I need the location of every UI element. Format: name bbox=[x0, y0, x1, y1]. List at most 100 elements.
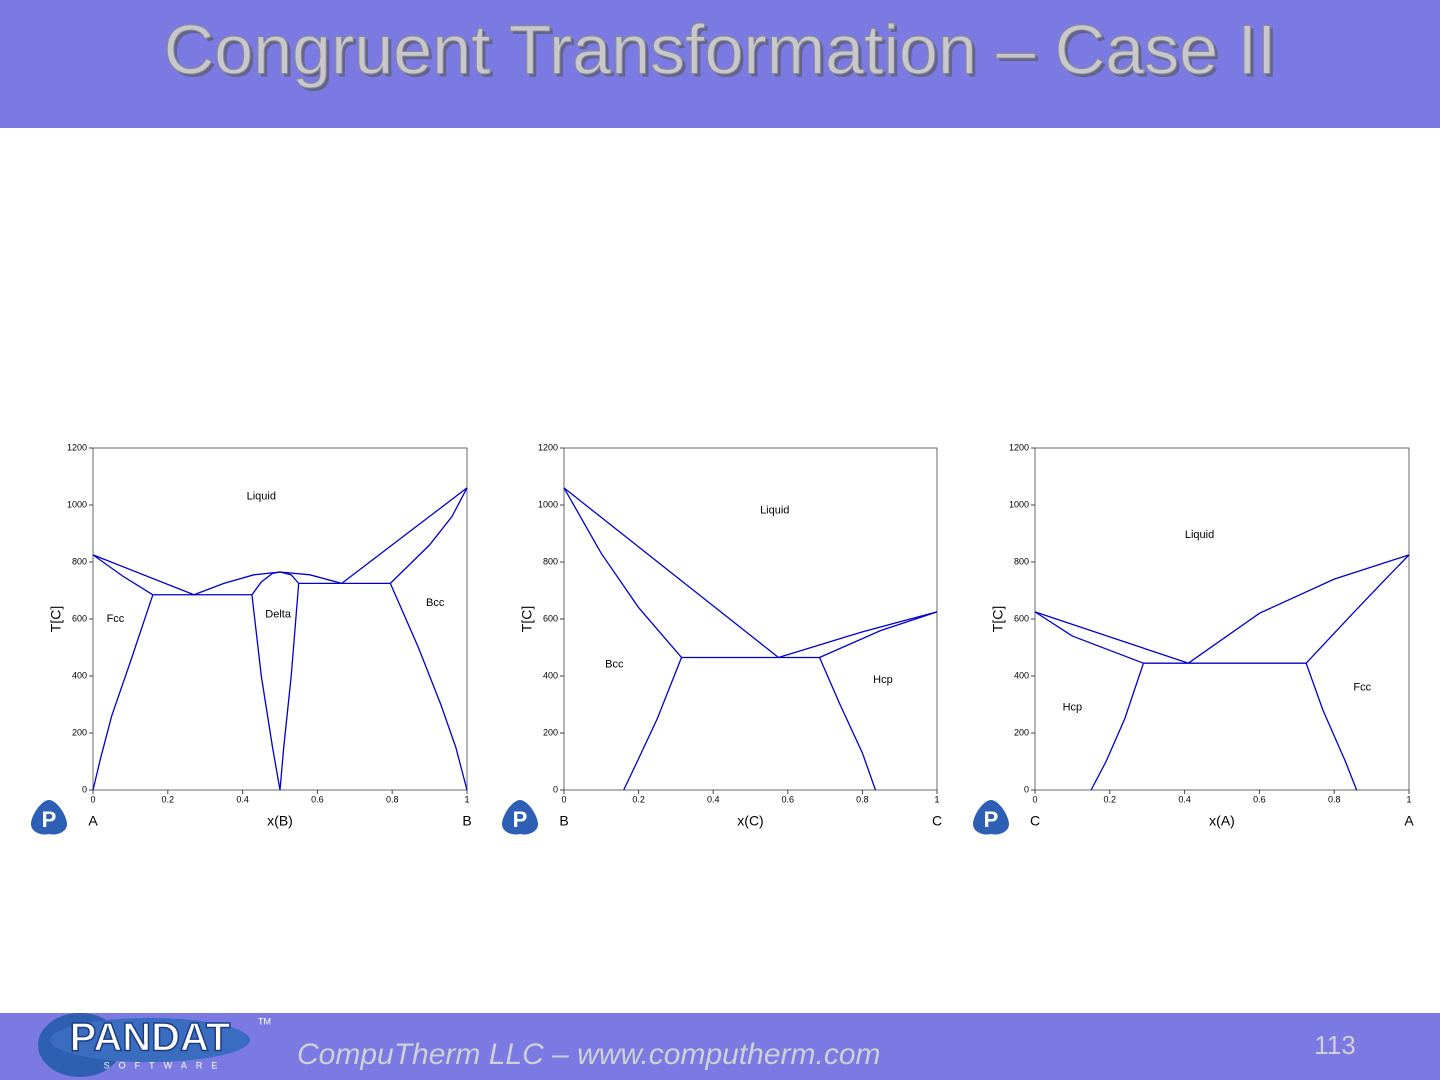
x-tick-label: 0.6 bbox=[1253, 794, 1266, 804]
phase-label: Liquid bbox=[760, 505, 789, 517]
x-axis-label: x(B) bbox=[267, 813, 293, 829]
y-tick-label: 200 bbox=[543, 727, 558, 737]
x-tick-label: 0.4 bbox=[707, 794, 720, 804]
y-tick-label: 1200 bbox=[538, 442, 558, 452]
phase-label: Delta bbox=[265, 609, 292, 621]
x-axis-label: x(A) bbox=[1209, 813, 1235, 829]
x-axis-label: x(C) bbox=[737, 813, 763, 829]
phase-boundary bbox=[1090, 662, 1145, 791]
y-tick-label: 800 bbox=[72, 556, 87, 566]
y-tick-label: 1000 bbox=[1009, 499, 1029, 509]
right-component: B bbox=[462, 813, 471, 829]
phase-boundary bbox=[193, 571, 342, 596]
logo-text: PANDAT bbox=[70, 1016, 231, 1060]
right-component: A bbox=[1404, 813, 1414, 829]
phase-diagram: 0 200 400 600 800 1000 1200 0 0.2 0.4 0.6 0.8 1 x(C) T… bbox=[502, 442, 942, 835]
logo-cloud bbox=[50, 1018, 250, 1062]
y-tick-label: 0 bbox=[553, 784, 558, 794]
y-tick-label: 600 bbox=[72, 613, 87, 623]
pandat-icon bbox=[973, 800, 1009, 835]
page-number: 113 bbox=[1314, 1030, 1355, 1060]
phase-boundary bbox=[251, 594, 281, 791]
phase-diagram: 0 200 400 600 800 1000 1200 0 0.2 0.4 0.6 0.8 1 x(B) T… bbox=[31, 442, 472, 835]
y-tick-label: 0 bbox=[1024, 784, 1029, 794]
y-axis-label: T[C] bbox=[48, 606, 64, 632]
phase-label: Hcp bbox=[1063, 701, 1083, 713]
phase-boundary bbox=[389, 583, 468, 791]
x-tick-label: 1 bbox=[464, 794, 469, 804]
title-shadow: Congruent Transformation – Case II bbox=[167, 13, 1280, 91]
y-axis-label: T[C] bbox=[990, 606, 1006, 632]
phase-boundary bbox=[563, 487, 779, 658]
left-component: A bbox=[88, 813, 98, 829]
x-tick-label: 0 bbox=[561, 794, 566, 804]
pandat-icon-letter: P bbox=[42, 807, 57, 832]
x-tick-label: 0.8 bbox=[1328, 794, 1341, 804]
phase-boundary bbox=[1034, 611, 1189, 664]
phase-boundary bbox=[92, 554, 195, 596]
phase-boundary bbox=[623, 657, 683, 791]
y-axis-label: T[C] bbox=[519, 606, 535, 632]
y-tick-label: 800 bbox=[543, 556, 558, 566]
y-tick-label: 1200 bbox=[67, 442, 87, 452]
footer-text: CompuTherm LLC – www.computherm.com bbox=[297, 1038, 881, 1071]
phase-boundary bbox=[1034, 611, 1144, 664]
phase-label: Liquid bbox=[1185, 529, 1214, 541]
x-tick-label: 0.2 bbox=[162, 794, 175, 804]
phase-boundary bbox=[279, 583, 300, 791]
phase-boundary bbox=[1305, 554, 1410, 664]
pandat-icon bbox=[502, 800, 538, 835]
phase-boundary bbox=[389, 487, 468, 584]
phase-label: Fcc bbox=[107, 613, 125, 625]
y-tick-label: 600 bbox=[543, 613, 558, 623]
pandat-logo: PANDAT SOFTWARE TM bbox=[38, 1013, 271, 1077]
pandat-icon bbox=[31, 800, 67, 835]
x-tick-label: 0.6 bbox=[782, 794, 795, 804]
phase-label: Liquid bbox=[247, 490, 276, 502]
x-tick-label: 0.6 bbox=[311, 794, 324, 804]
y-tick-label: 600 bbox=[1014, 613, 1029, 623]
y-tick-label: 200 bbox=[1014, 727, 1029, 737]
phase-boundary bbox=[251, 571, 300, 596]
x-tick-label: 0.8 bbox=[856, 794, 869, 804]
phase-label: Fcc bbox=[1353, 681, 1371, 693]
x-tick-label: 1 bbox=[1406, 794, 1411, 804]
left-component: B bbox=[559, 813, 568, 829]
y-tick-label: 200 bbox=[72, 727, 87, 737]
plot-frame bbox=[1034, 447, 1410, 791]
phase-boundary bbox=[819, 611, 938, 659]
y-tick-label: 1000 bbox=[67, 499, 87, 509]
phase-boundary bbox=[1305, 662, 1358, 791]
x-tick-label: 0.2 bbox=[632, 794, 645, 804]
y-tick-label: 0 bbox=[82, 784, 87, 794]
pandat-icon-letter: P bbox=[513, 807, 528, 832]
y-tick-label: 400 bbox=[1014, 670, 1029, 680]
x-tick-label: 0.8 bbox=[386, 794, 399, 804]
right-component: C bbox=[932, 813, 942, 829]
phase-boundary bbox=[563, 487, 682, 658]
phase-label: Bcc bbox=[605, 659, 624, 671]
slide-title: Congruent Transformation – Case II bbox=[164, 10, 1277, 88]
logo-sub: SOFTWARE bbox=[104, 1060, 227, 1070]
x-tick-label: 0.4 bbox=[1178, 794, 1191, 804]
y-tick-label: 400 bbox=[72, 670, 87, 680]
plot-frame bbox=[563, 447, 938, 791]
phase-boundary bbox=[1187, 554, 1410, 664]
phase-label: Hcp bbox=[873, 674, 893, 686]
header-band bbox=[0, 0, 1440, 128]
phase-boundary bbox=[818, 657, 877, 791]
x-tick-label: 1 bbox=[934, 794, 939, 804]
y-tick-label: 800 bbox=[1014, 556, 1029, 566]
y-tick-label: 1000 bbox=[538, 499, 558, 509]
phase-boundary bbox=[92, 554, 154, 596]
x-tick-label: 0.2 bbox=[1104, 794, 1117, 804]
x-tick-label: 0 bbox=[1032, 794, 1037, 804]
y-tick-label: 400 bbox=[543, 670, 558, 680]
phase-boundary bbox=[341, 487, 468, 584]
phase-diagram: 0 200 400 600 800 1000 1200 0 0.2 0.4 0.6 0.8 1 x(A) T… bbox=[973, 442, 1414, 835]
pandat-icon-letter: P bbox=[984, 807, 999, 832]
x-tick-label: 0 bbox=[90, 794, 95, 804]
phase-label: Bcc bbox=[426, 597, 445, 609]
phase-boundary bbox=[92, 594, 154, 791]
